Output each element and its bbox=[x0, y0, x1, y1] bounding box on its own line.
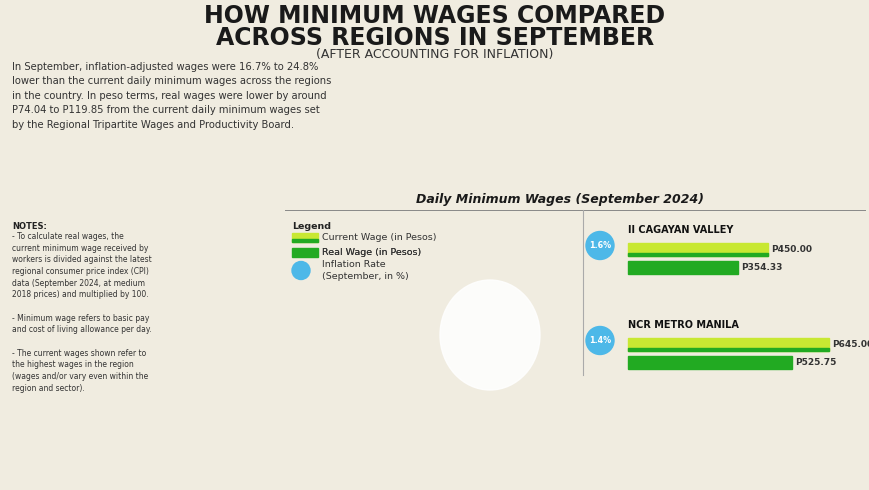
Text: 1.6%: 1.6% bbox=[588, 241, 610, 250]
Bar bbox=[627, 338, 828, 351]
Bar bbox=[292, 248, 318, 257]
Text: P645.00: P645.00 bbox=[831, 340, 869, 349]
Text: II CAGAYAN VALLEY: II CAGAYAN VALLEY bbox=[627, 225, 733, 235]
Text: (AFTER ACCOUNTING FOR INFLATION): (AFTER ACCOUNTING FOR INFLATION) bbox=[316, 48, 553, 61]
Ellipse shape bbox=[440, 280, 540, 390]
Text: P354.33: P354.33 bbox=[740, 263, 782, 272]
Circle shape bbox=[292, 262, 309, 279]
Text: Legend: Legend bbox=[292, 222, 330, 231]
Circle shape bbox=[586, 231, 614, 260]
Text: P525.75: P525.75 bbox=[794, 358, 835, 367]
Text: In September, inflation-adjusted wages were 16.7% to 24.8%
lower than the curren: In September, inflation-adjusted wages w… bbox=[12, 62, 331, 129]
Text: Real Wage (in Pesos): Real Wage (in Pesos) bbox=[322, 248, 421, 257]
Text: NOTES:: NOTES: bbox=[12, 222, 47, 231]
Bar bbox=[627, 253, 767, 256]
Text: P450.00: P450.00 bbox=[771, 245, 812, 254]
Bar bbox=[292, 239, 318, 242]
Text: Daily Minimum Wages (September 2024): Daily Minimum Wages (September 2024) bbox=[415, 193, 703, 206]
Text: ACROSS REGIONS IN SEPTEMBER: ACROSS REGIONS IN SEPTEMBER bbox=[216, 26, 653, 50]
Bar bbox=[627, 348, 828, 351]
Text: Current Wage (in Pesos): Current Wage (in Pesos) bbox=[322, 233, 436, 242]
Circle shape bbox=[586, 326, 614, 354]
Text: - To calculate real wages, the
current minimum wage received by
workers is divid: - To calculate real wages, the current m… bbox=[12, 232, 151, 392]
Text: NCR METRO MANILA: NCR METRO MANILA bbox=[627, 320, 738, 330]
Bar bbox=[627, 261, 738, 274]
Text: HOW MINIMUM WAGES COMPARED: HOW MINIMUM WAGES COMPARED bbox=[204, 4, 665, 28]
Text: Inflation Rate
(September, in %): Inflation Rate (September, in %) bbox=[322, 261, 408, 281]
Bar bbox=[627, 243, 767, 256]
Text: 1.4%: 1.4% bbox=[588, 336, 610, 345]
Bar bbox=[627, 356, 791, 369]
Text: Real Wage (in Pesos): Real Wage (in Pesos) bbox=[322, 248, 421, 257]
Bar bbox=[292, 233, 318, 242]
